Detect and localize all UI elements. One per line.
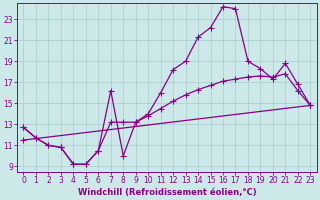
X-axis label: Windchill (Refroidissement éolien,°C): Windchill (Refroidissement éolien,°C) <box>77 188 256 197</box>
